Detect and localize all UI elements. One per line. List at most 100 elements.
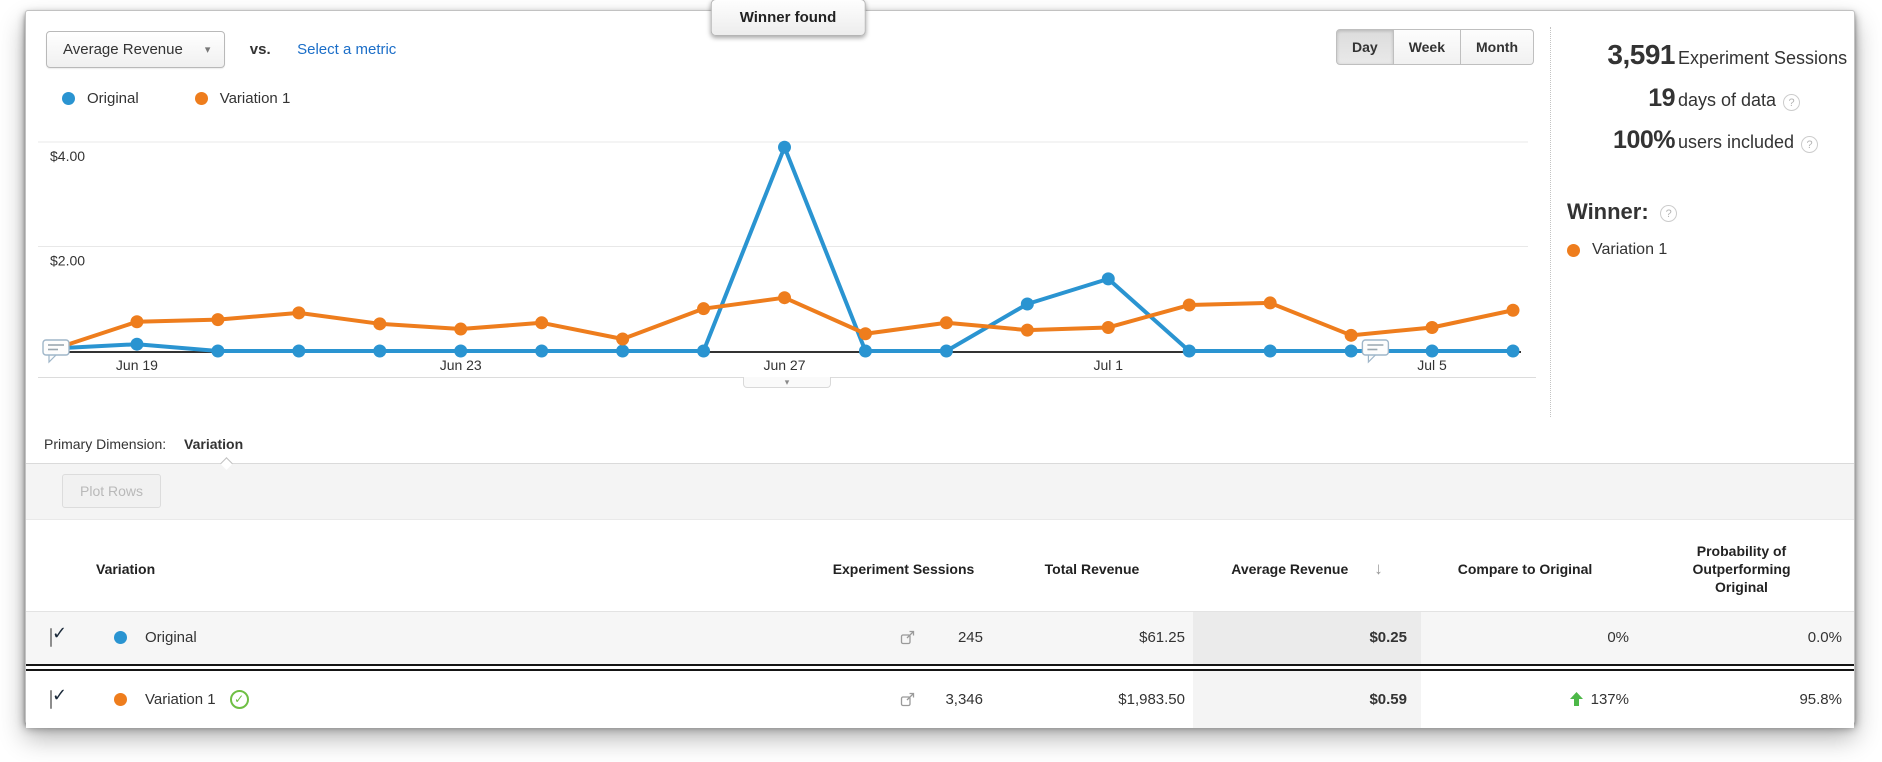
select-metric-link[interactable]: Select a metric bbox=[297, 41, 397, 58]
variation-1-point[interactable] bbox=[939, 316, 953, 330]
legend-label-original: Original bbox=[87, 89, 139, 107]
cell-compare: 0% bbox=[1607, 629, 1629, 647]
original-point[interactable] bbox=[616, 344, 630, 358]
variation-1-point[interactable] bbox=[697, 302, 711, 316]
column-header-total-revenue[interactable]: Total Revenue bbox=[1044, 561, 1140, 578]
variation-1-line[interactable] bbox=[54, 295, 1515, 351]
variation-1-point[interactable] bbox=[616, 332, 630, 346]
metric-selector-dropdown[interactable]: Average Revenue ▾ bbox=[46, 31, 226, 68]
variation-1-point[interactable] bbox=[292, 306, 306, 320]
stat-sessions: 3,591 Experiment Sessions bbox=[1563, 39, 1848, 71]
variation-1-point[interactable] bbox=[1425, 320, 1439, 334]
stat-users-value: 100% bbox=[1613, 126, 1675, 154]
original-point[interactable] bbox=[1101, 272, 1115, 286]
open-in-report-icon[interactable] bbox=[900, 630, 915, 645]
original-line[interactable] bbox=[54, 145, 1515, 353]
variation-series-dot-icon bbox=[194, 91, 208, 105]
column-header-average-revenue[interactable]: Average Revenue ↓ bbox=[1193, 559, 1421, 579]
table-row-original[interactable]: ✓ Original 245 $61.25 $0.25 0% 0.0% bbox=[26, 610, 1854, 664]
row-checkbox[interactable]: ✓ bbox=[50, 685, 67, 709]
annotation-bubble-icon[interactable] bbox=[42, 339, 70, 364]
y-axis-label: $4.00 bbox=[50, 148, 85, 164]
winner-found-badge: Winner found bbox=[710, 0, 866, 36]
column-header-variation[interactable]: Variation bbox=[96, 561, 156, 578]
checkbox-check-icon: ✓ bbox=[52, 684, 68, 705]
cell-compare: 137% bbox=[1590, 690, 1629, 708]
annotation-bubble-icon[interactable] bbox=[1361, 339, 1390, 364]
variation-1-point[interactable] bbox=[454, 322, 468, 336]
winner-check-icon: ✓ bbox=[229, 689, 249, 709]
granularity-week-button[interactable]: Week bbox=[1393, 29, 1462, 65]
variation-1-point[interactable] bbox=[1182, 298, 1196, 312]
original-point[interactable] bbox=[778, 140, 791, 154]
variation-1-point[interactable] bbox=[1263, 296, 1277, 310]
original-point[interactable] bbox=[1506, 344, 1520, 358]
original-point[interactable] bbox=[535, 344, 549, 358]
chart-legend: Original Variation 1 bbox=[26, 85, 1550, 111]
experiment-stats-panel: 3,591 Experiment Sessions 19 days of dat… bbox=[1550, 27, 1854, 417]
original-point[interactable] bbox=[1263, 344, 1277, 358]
variation-1-point[interactable] bbox=[535, 316, 549, 330]
original-point[interactable] bbox=[211, 344, 225, 358]
table-toolbar: Plot Rows bbox=[26, 463, 1854, 520]
granularity-day-button[interactable]: Day bbox=[1336, 29, 1394, 65]
original-point[interactable] bbox=[858, 344, 872, 358]
annotations-pull-tab[interactable]: ▾ bbox=[743, 377, 831, 388]
cell-average-revenue: $0.25 bbox=[1193, 611, 1421, 664]
results-table: Variation Experiment Sessions Total Reve… bbox=[26, 532, 1854, 728]
original-point[interactable] bbox=[130, 337, 144, 351]
legend-item-original: Original bbox=[62, 90, 139, 107]
legend-item-variation: Variation 1 bbox=[194, 90, 290, 107]
probability-header-label: Probability of Outperforming Original bbox=[1692, 543, 1791, 596]
original-point[interactable] bbox=[939, 344, 953, 358]
column-header-sessions[interactable]: Experiment Sessions bbox=[832, 561, 975, 578]
winner-block: Winner: ? Variation 1 bbox=[1563, 199, 1848, 259]
variation-1-point[interactable] bbox=[1020, 323, 1034, 337]
variation-series-dot-icon bbox=[114, 692, 127, 706]
column-header-compare[interactable]: Compare to Original bbox=[1457, 561, 1593, 578]
cell-probability: 0.0% bbox=[1807, 629, 1842, 647]
table-row-variation-1[interactable]: ✓ Variation 1 ✓ 3,346 $1,983.50 $0.59 13… bbox=[26, 670, 1854, 728]
open-in-report-icon[interactable] bbox=[900, 692, 915, 707]
original-point[interactable] bbox=[292, 344, 306, 358]
chevron-down-icon: ▾ bbox=[204, 44, 211, 56]
variation-1-point[interactable] bbox=[1101, 320, 1115, 334]
primary-dimension-variation-tab[interactable]: Variation bbox=[184, 436, 244, 452]
winner-variation-row: Variation 1 bbox=[1567, 241, 1848, 259]
cell-sessions: 3,346 bbox=[945, 690, 983, 708]
variation-1-point[interactable] bbox=[1344, 328, 1358, 342]
help-icon[interactable]: ? bbox=[1783, 94, 1801, 111]
original-point[interactable] bbox=[373, 344, 387, 358]
original-series-dot-icon bbox=[114, 631, 127, 645]
help-icon[interactable]: ? bbox=[1660, 205, 1678, 222]
original-point[interactable] bbox=[1425, 344, 1439, 358]
original-point[interactable] bbox=[1344, 344, 1358, 358]
table-header-row: Variation Experiment Sessions Total Reve… bbox=[26, 532, 1854, 611]
granularity-switcher: Day Week Month bbox=[1336, 29, 1534, 65]
variation-1-point[interactable] bbox=[1506, 303, 1520, 317]
x-axis-label: Jun 19 bbox=[116, 357, 158, 373]
variation-1-point[interactable] bbox=[130, 315, 144, 329]
primary-dimension-label: Primary Dimension: bbox=[44, 436, 167, 452]
original-point[interactable] bbox=[1020, 297, 1034, 311]
original-point[interactable] bbox=[454, 344, 468, 358]
variation-1-point[interactable] bbox=[858, 327, 872, 341]
variation-1-point[interactable] bbox=[778, 291, 791, 305]
winner-title: Winner: bbox=[1567, 199, 1649, 224]
original-variations-separator bbox=[26, 663, 1854, 671]
plot-rows-button[interactable]: Plot Rows bbox=[62, 474, 162, 508]
variation-1-point[interactable] bbox=[211, 313, 225, 327]
x-axis-label: Jun 23 bbox=[440, 357, 482, 373]
x-axis-label: Jul 1 bbox=[1093, 357, 1123, 373]
experiment-line-chart[interactable]: $2.00 $4.00 Jun 19 Jun 23 Jun 27 Jul 1 Jul 5 bbox=[38, 113, 1528, 375]
column-header-probability[interactable]: Probability of Outperforming Original bbox=[1629, 542, 1854, 597]
original-point[interactable] bbox=[1182, 344, 1196, 358]
stat-sessions-value: 3,591 bbox=[1607, 39, 1675, 70]
help-icon[interactable]: ? bbox=[1801, 136, 1819, 153]
variation-1-point[interactable] bbox=[373, 317, 387, 331]
original-point[interactable] bbox=[697, 344, 711, 358]
sort-descending-icon[interactable]: ↓ bbox=[1374, 559, 1383, 579]
row-checkbox[interactable]: ✓ bbox=[50, 623, 67, 648]
granularity-month-button[interactable]: Month bbox=[1461, 29, 1534, 65]
average-revenue-header-label: Average Revenue bbox=[1231, 561, 1349, 578]
